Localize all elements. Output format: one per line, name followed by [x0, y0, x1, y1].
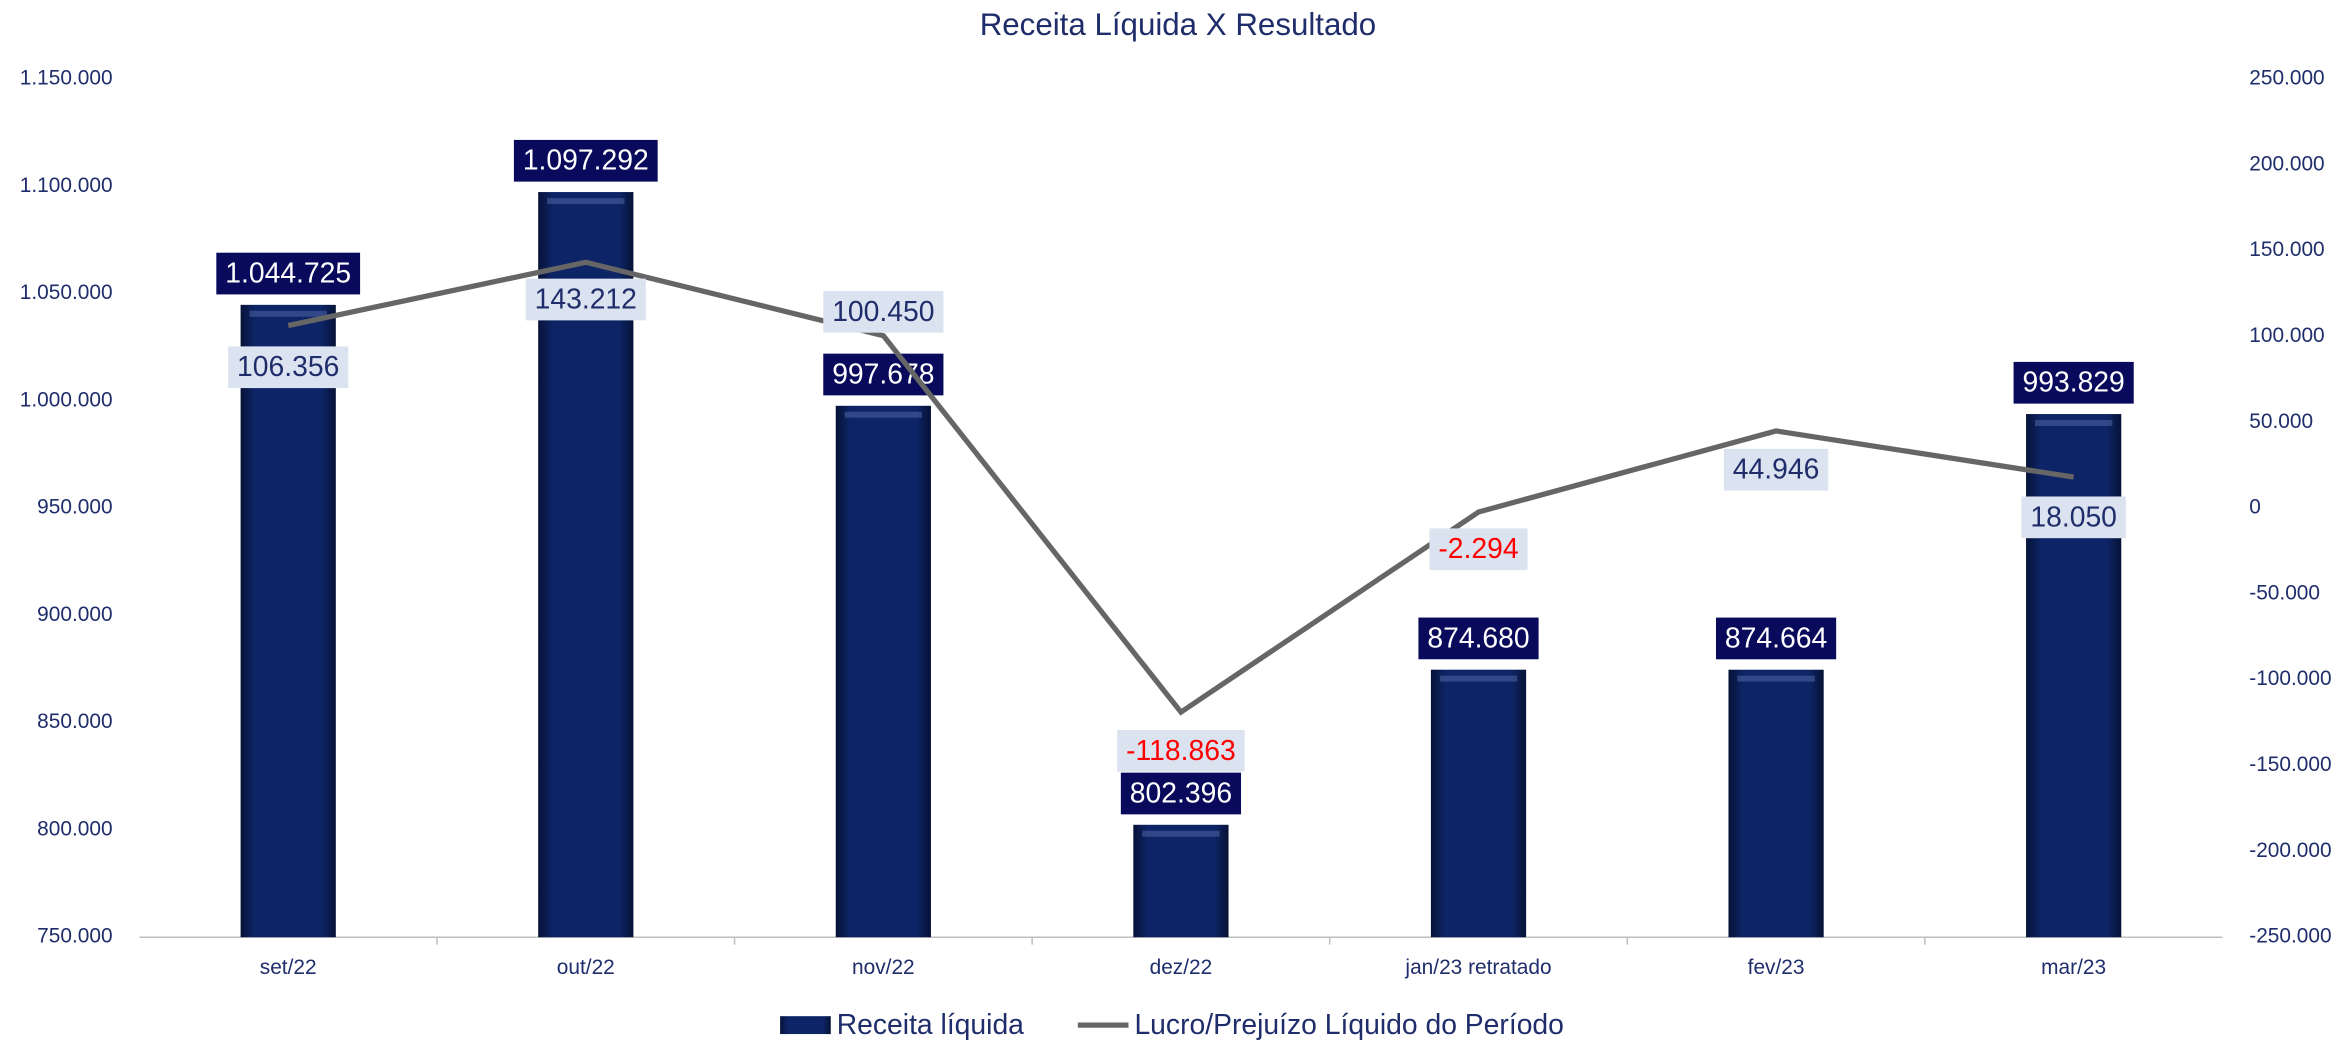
bar: [1133, 824, 1229, 938]
bar-value-label-text: 874.664: [1725, 621, 1827, 653]
bar-value-label: 1.044.725: [216, 252, 361, 295]
bar-value-label-bg: [513, 139, 658, 182]
y2-tick-label: 50.000: [2249, 410, 2313, 433]
y2-tick-label: 100.000: [2249, 324, 2324, 347]
y-tick-label: 1.150.000: [20, 66, 113, 89]
y2-tick-label: 150.000: [2249, 238, 2324, 261]
legend-item: Receita líquida: [780, 1008, 1024, 1040]
x-tick-label: mar/23: [2041, 956, 2106, 979]
x-tick-label: out/22: [557, 956, 615, 979]
bar-highlight: [1439, 675, 1518, 682]
bar-value-label-text: 1.044.725: [225, 257, 351, 289]
legend-item: Lucro/Prejuízo Líquido do Período: [1077, 1008, 1564, 1040]
line-value-label: 143.212: [525, 278, 646, 321]
y-tick-label: 1.100.000: [20, 174, 113, 197]
y2-tick-label: -250.000: [2249, 925, 2331, 948]
y-tick-label: 750.000: [37, 925, 112, 948]
chart-title: Receita Líquida X Resultado: [980, 7, 1376, 42]
line-value-label-text: 106.356: [237, 350, 339, 382]
line-value-label-bg: [228, 346, 349, 389]
bar-highlight: [2034, 420, 2113, 426]
bar-value-label-bg: [1120, 772, 1242, 815]
legend-label: Receita líquida: [837, 1008, 1024, 1040]
line-value-label-bg: [2021, 496, 2126, 539]
bar-value-label: 1.097.292: [513, 139, 658, 182]
y-tick-label: 850.000: [37, 710, 112, 733]
line-value-label: 106.356: [228, 346, 349, 389]
line-value-label: 100.450: [823, 290, 944, 333]
line-value-label-text: -2.294: [1438, 532, 1518, 564]
bar-highlight: [547, 198, 625, 204]
line-value-label: 44.946: [1723, 448, 1829, 491]
bar-value-label-text: 997.678: [832, 357, 934, 389]
bar-value-label: 874.680: [1418, 617, 1539, 660]
line-value-label: -2.294: [1429, 528, 1528, 571]
line-value-label-text: -118.863: [1126, 734, 1236, 766]
bar-highlight: [249, 310, 327, 317]
legend-label: Lucro/Prejuízo Líquido do Período: [1134, 1008, 1563, 1040]
y-tick-label: 1.000.000: [20, 388, 113, 411]
bar-highlight: [844, 411, 923, 418]
line-value-label: -118.863: [1117, 729, 1245, 772]
bar-value-label-text: 802.396: [1130, 776, 1232, 808]
line-value-label-text: 100.450: [832, 295, 934, 327]
bar: [1430, 669, 1527, 938]
x-tick-label: jan/23 retratado: [1404, 956, 1551, 979]
bar: [2026, 414, 2122, 938]
x-tick-label: dez/22: [1150, 956, 1213, 979]
y2-tick-label: -200.000: [2249, 839, 2331, 862]
bar-value-label-bg: [216, 252, 361, 295]
line-value-label-bg: [525, 278, 646, 321]
y2-tick-label: 250.000: [2249, 66, 2324, 89]
bar-value-label-text: 993.829: [2023, 366, 2125, 398]
line-value-label: 18.050: [2021, 496, 2126, 539]
y-tick-label: 1.050.000: [20, 281, 113, 304]
line: [287, 259, 2075, 716]
x-tick-label: set/22: [260, 956, 317, 979]
legend-swatch: [780, 1016, 831, 1035]
line-value-label-text: 44.946: [1733, 453, 1820, 485]
x-tick-label: nov/22: [852, 956, 915, 979]
bar-value-label-bg: [1418, 617, 1539, 660]
line-value-label-bg: [1117, 729, 1245, 772]
y2-tick-label: -100.000: [2249, 667, 2331, 690]
bar-highlight: [1142, 830, 1220, 837]
y2-tick-label: -50.000: [2249, 581, 2320, 604]
bar-value-label-bg: [1715, 617, 1837, 660]
bar-value-label: 802.396: [1120, 772, 1242, 815]
bar: [1728, 669, 1824, 938]
bar: [835, 405, 931, 938]
y-tick-label: 800.000: [37, 817, 112, 840]
bar-value-label-text: 1.097.292: [523, 144, 649, 176]
bar: [240, 304, 336, 938]
y2-tick-label: 0: [2249, 496, 2261, 519]
line-value-label-bg: [823, 290, 944, 333]
bar-value-label-bg: [2013, 361, 2134, 404]
x-tick-label: fev/23: [1748, 956, 1805, 979]
bar-value-label: 874.664: [1715, 617, 1837, 660]
y2-tick-label: -150.000: [2249, 753, 2331, 776]
y-tick-label: 950.000: [37, 496, 112, 519]
line-value-label-text: 18.050: [2030, 500, 2117, 532]
bar-value-label-text: 874.680: [1427, 621, 1529, 653]
bar-value-label: 993.829: [2013, 361, 2134, 404]
y-tick-label: 900.000: [37, 603, 112, 626]
line-value-label-bg: [1429, 528, 1528, 571]
y2-tick-label: 200.000: [2249, 152, 2324, 175]
bar-highlight: [1737, 675, 1815, 682]
line-value-label-bg: [1723, 448, 1829, 491]
line-value-label-text: 143.212: [535, 282, 637, 314]
